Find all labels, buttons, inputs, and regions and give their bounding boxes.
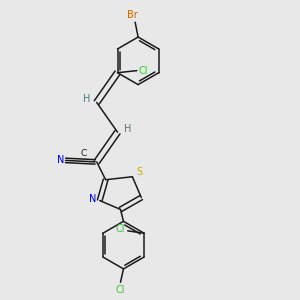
- Text: C: C: [80, 149, 86, 158]
- Text: Cl: Cl: [116, 224, 125, 234]
- Text: Cl: Cl: [116, 285, 125, 295]
- Text: Br: Br: [127, 10, 137, 20]
- Text: N: N: [88, 194, 96, 204]
- Text: Cl: Cl: [138, 66, 148, 76]
- Text: H: H: [124, 124, 132, 134]
- Text: S: S: [137, 167, 143, 177]
- Text: H: H: [82, 94, 90, 104]
- Text: N: N: [57, 155, 64, 165]
